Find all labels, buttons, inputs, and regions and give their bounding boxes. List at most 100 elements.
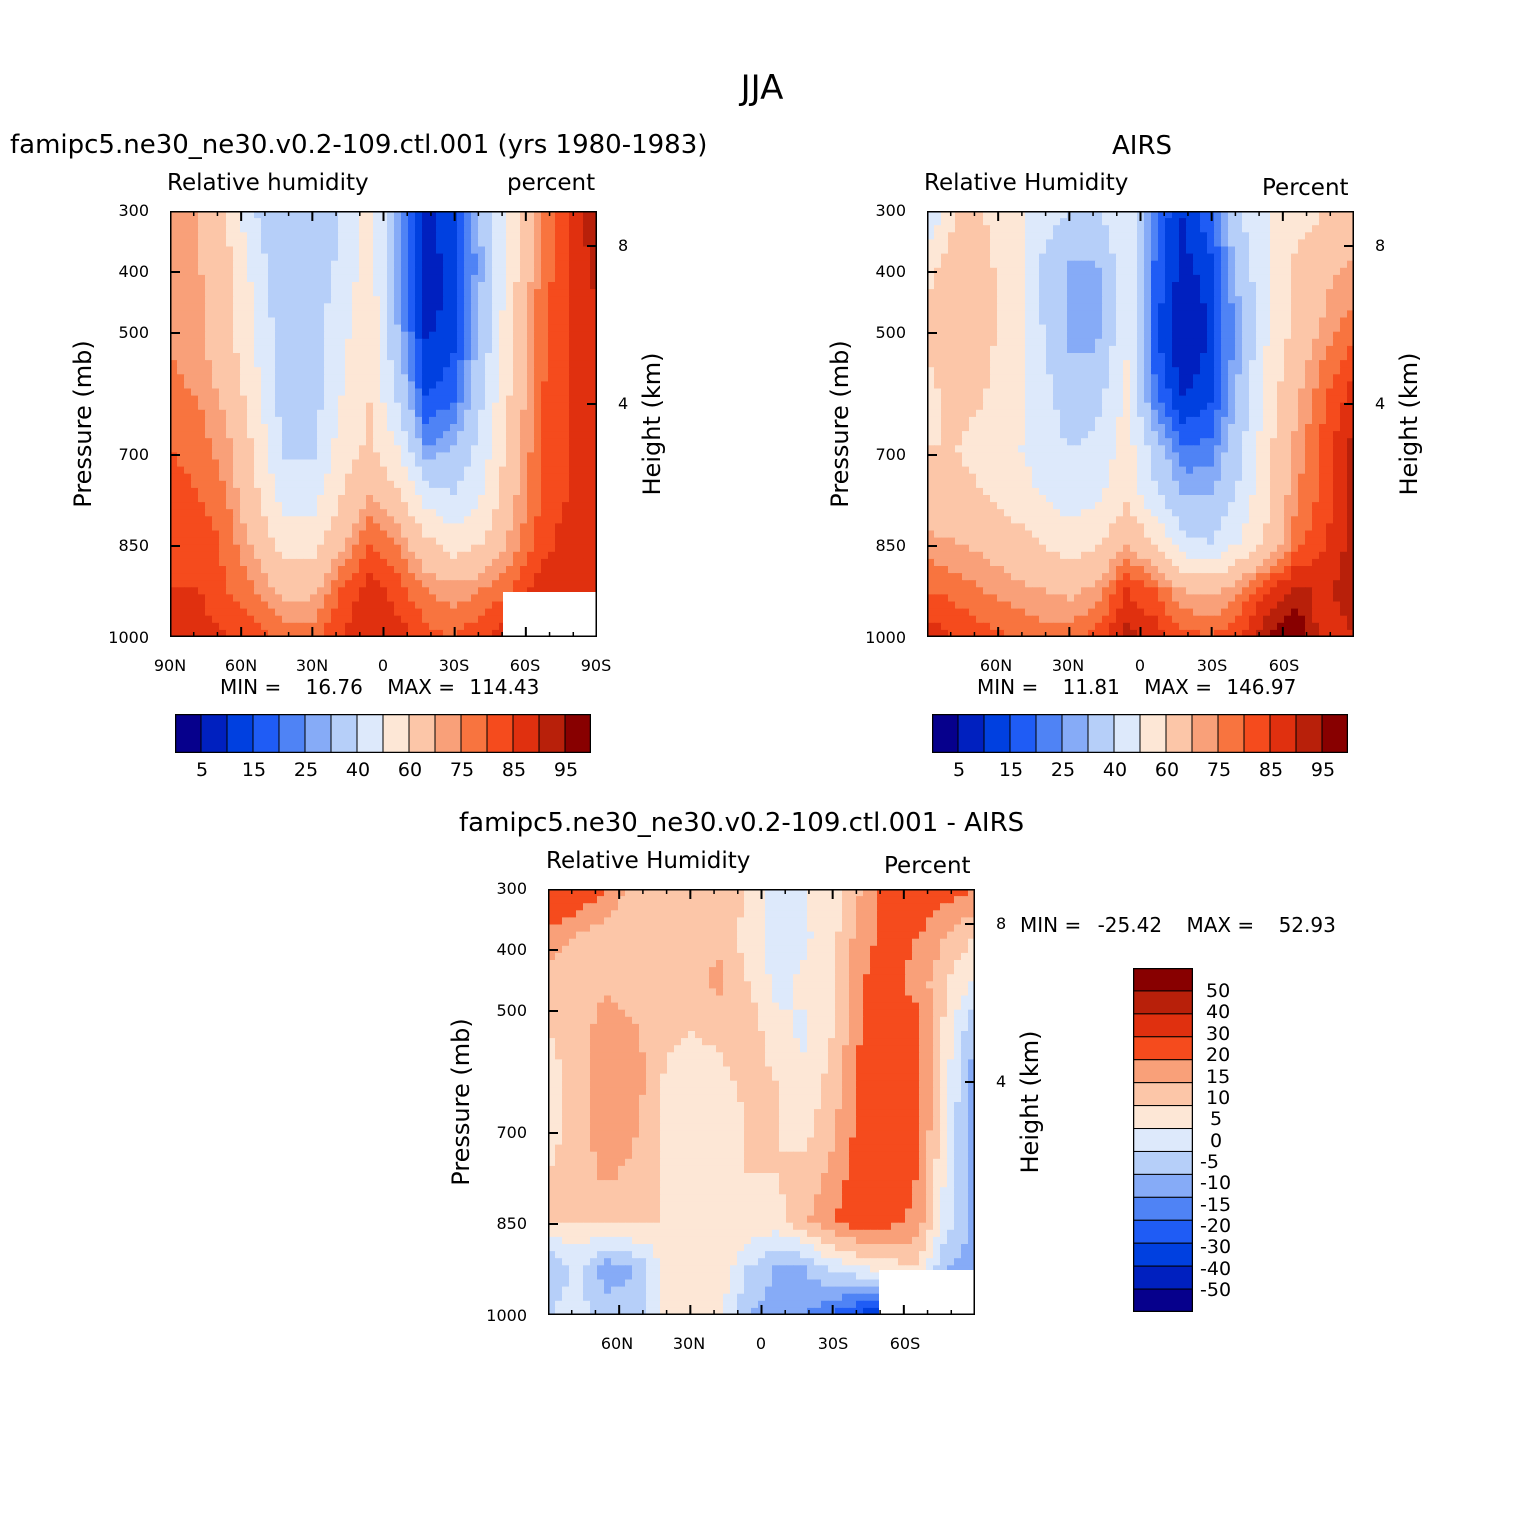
panel1-contour-cell [576, 516, 584, 524]
panel2-contour-cell [1081, 289, 1089, 297]
panel1-contour-cell [569, 388, 577, 397]
panel1-contour-cell [240, 253, 248, 262]
panel1-ytick: 300 [118, 201, 149, 220]
panel1-contour-cell [583, 523, 591, 532]
panel1-contour-cell [520, 282, 528, 290]
panel1-contour-cell [233, 282, 241, 290]
panel2-contour-cell [927, 282, 935, 290]
panel2-contour-cell [955, 289, 963, 297]
panel1-contour-cell [422, 601, 430, 610]
panel1-contour-cell [233, 232, 241, 240]
panel1-contour-cell [513, 480, 521, 489]
panel1-contour-cell [513, 345, 521, 354]
panel2-contour-cell [1116, 338, 1124, 347]
panel1-contour-cell [198, 452, 206, 461]
panel1-contour-cell [331, 402, 339, 411]
panel1-contour-cell [261, 608, 269, 617]
panel2-contour-cell [1060, 324, 1068, 333]
panel2-contour-cell [1067, 267, 1075, 276]
panel1-contour-cell [359, 253, 367, 262]
panel2-contour-cell [955, 317, 963, 326]
panel1-contour-cell [338, 310, 346, 319]
panel1-contour-cell [513, 381, 521, 390]
panel2-contour-cell [1333, 274, 1341, 283]
panel2-contour-cell [1081, 310, 1089, 319]
panel2-contour-cell [1249, 296, 1257, 304]
panel2-contour-cell [1172, 239, 1180, 248]
panel1-contour-cell [338, 317, 346, 326]
panel2-contour-cell [1081, 239, 1089, 248]
panel2-contour-cell [1263, 225, 1271, 233]
panel1-contour-cell [275, 487, 283, 496]
panel2-contour-cell [1312, 324, 1320, 333]
panel1-contour-cell [373, 466, 381, 475]
panel1-contour-cell [184, 218, 192, 226]
panel2-contour-cell [1165, 331, 1173, 340]
panel1-contour-cell [198, 289, 206, 297]
panel1-contour-cell [317, 296, 325, 304]
panel1-contour-cell [177, 274, 185, 283]
panel1-contour-cell [576, 296, 584, 304]
panel1-contour-cell [590, 260, 597, 269]
panel1-contour-cell [268, 487, 276, 496]
panel1-xtick: 30S [438, 656, 470, 675]
panel1-contour-cell [345, 416, 353, 425]
panel1-contour-cell [394, 310, 402, 319]
panel1-contour-cell [198, 551, 206, 560]
panel2-contour-cell [962, 232, 970, 240]
panel1-contour-cell [520, 495, 528, 503]
panel1-contour-cell [338, 409, 346, 418]
panel1-contour-cell [317, 253, 325, 262]
panel1-contour-cell [275, 388, 283, 397]
panel1-contour-cell [520, 587, 528, 595]
panel1-contour-cell [366, 509, 374, 517]
panel1-contour-cell [317, 239, 325, 248]
panel1-contour-cell [177, 303, 185, 311]
panel1-contour-cell [310, 487, 318, 496]
panel1-contour-cell [415, 452, 423, 461]
panel2-contour-cell [1011, 331, 1019, 340]
panel1-contour-cell [555, 573, 563, 581]
panel1-contour-cell [254, 466, 262, 475]
panel1-contour-cell [184, 452, 192, 461]
panel2-contour-cell [934, 345, 942, 354]
panel2-contour-cell [997, 353, 1005, 361]
panel1-contour-cell [555, 587, 563, 595]
panel2-contour-cell [969, 317, 977, 326]
panel1-contour-cell [296, 473, 304, 482]
panel1-contour-cell [408, 473, 416, 482]
panel1-contour-cell [198, 537, 206, 546]
panel2-contour-cell [1165, 246, 1173, 255]
panel2-contour-cell [990, 253, 998, 262]
panel1-contour-cell [205, 338, 213, 347]
panel1-contour-cell [380, 353, 388, 361]
panel1-contour-cell [212, 253, 220, 262]
panel1-contour-cell [464, 587, 472, 595]
panel2-contour-cell [1151, 274, 1159, 283]
panel2-contour-cell [1270, 267, 1278, 276]
panel1-contour-cell [380, 530, 388, 539]
panel1-contour-cell [471, 282, 479, 290]
panel1-contour-cell [261, 566, 269, 574]
panel1-contour-cell [576, 395, 584, 404]
panel2-contour-cell [1060, 338, 1068, 347]
panel1-contour-cell [254, 566, 262, 574]
panel1-contour-cell [184, 267, 192, 276]
panel1-contour-cell [303, 409, 311, 418]
panel2-contour-cell [1263, 274, 1271, 283]
panel1-contour-cell [520, 431, 528, 439]
panel1-contour-cell [492, 353, 500, 361]
panel1-contour-cell [408, 303, 416, 311]
panel1-contour-cell [198, 509, 206, 517]
panel1-contour-cell [212, 573, 220, 581]
panel1-contour-cell [373, 438, 381, 446]
panel1-contour-cell [394, 523, 402, 532]
panel1-contour-cell [408, 416, 416, 425]
panel2-contour-cell [983, 225, 991, 233]
panel2-contour-cell [1263, 211, 1271, 219]
panel1-contour-cell [289, 374, 297, 382]
panel1-contour-cell [240, 629, 248, 637]
panel1-contour-cell [205, 594, 213, 603]
panel1-contour-cell [289, 260, 297, 269]
panel1-contour-cell [261, 487, 269, 496]
